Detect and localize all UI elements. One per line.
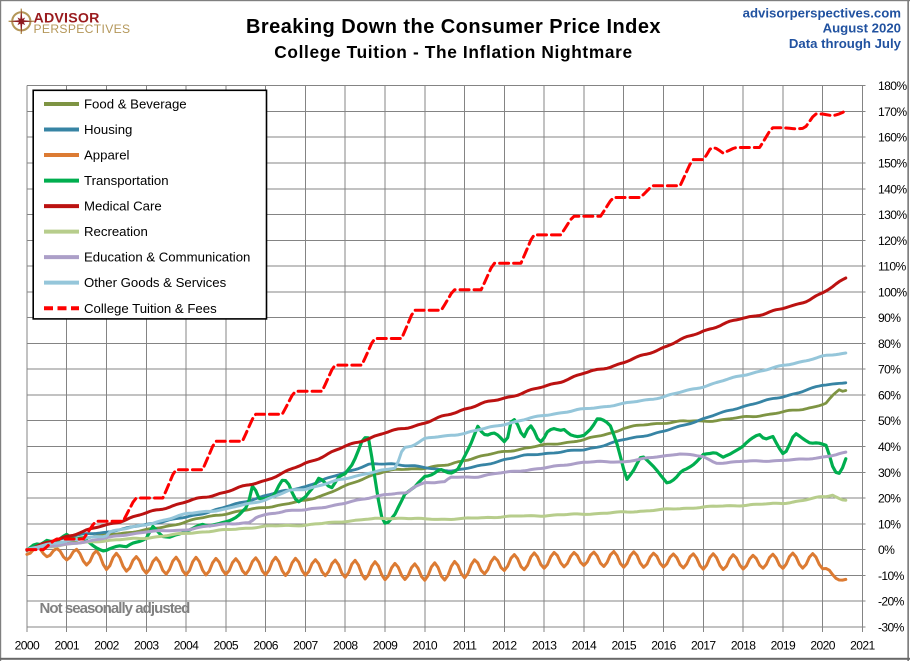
svg-text:2020: 2020	[810, 639, 835, 653]
svg-text:Other Goods & Services: Other Goods & Services	[84, 275, 227, 290]
svg-text:40%: 40%	[878, 440, 901, 454]
svg-text:2004: 2004	[174, 639, 199, 653]
svg-text:20%: 20%	[878, 492, 901, 506]
svg-text:Apparel: Apparel	[84, 148, 130, 163]
svg-text:2018: 2018	[731, 639, 756, 653]
svg-text:2019: 2019	[771, 639, 796, 653]
svg-text:advisorperspectives.com: advisorperspectives.com	[743, 6, 901, 21]
svg-text:110%: 110%	[878, 260, 906, 274]
svg-text:30%: 30%	[878, 466, 901, 480]
svg-text:2000: 2000	[15, 639, 40, 653]
svg-text:140%: 140%	[878, 182, 907, 196]
svg-text:ADVISOR: ADVISOR	[34, 10, 100, 26]
svg-text:2010: 2010	[413, 639, 438, 653]
svg-text:130%: 130%	[878, 208, 907, 222]
svg-text:-30%: -30%	[878, 620, 905, 634]
svg-text:Recreation: Recreation	[84, 224, 148, 239]
svg-text:2017: 2017	[691, 639, 716, 653]
svg-text:Breaking Down the Consumer Pri: Breaking Down the Consumer Price Index	[246, 16, 661, 38]
svg-text:2008: 2008	[333, 639, 358, 653]
svg-text:College Tuition & Fees: College Tuition & Fees	[84, 301, 217, 316]
svg-text:Transportation: Transportation	[84, 173, 169, 188]
svg-text:2002: 2002	[94, 639, 119, 653]
svg-text:120%: 120%	[878, 234, 907, 248]
svg-text:2009: 2009	[373, 639, 398, 653]
svg-text:180%: 180%	[878, 79, 907, 93]
svg-text:150%: 150%	[878, 157, 907, 171]
svg-text:-10%: -10%	[878, 569, 905, 583]
svg-text:Food & Beverage: Food & Beverage	[84, 97, 187, 112]
svg-text:160%: 160%	[878, 131, 907, 145]
svg-text:70%: 70%	[878, 363, 901, 377]
svg-text:2011: 2011	[453, 639, 477, 653]
svg-text:2001: 2001	[54, 639, 79, 653]
svg-text:90%: 90%	[878, 311, 901, 325]
svg-text:80%: 80%	[878, 337, 901, 351]
svg-text:College Tuition - The Inflatio: College Tuition - The Inflation Nightmar…	[274, 42, 633, 62]
svg-text:2015: 2015	[611, 639, 636, 653]
svg-text:2005: 2005	[214, 639, 239, 653]
svg-text:100%: 100%	[878, 285, 907, 299]
svg-text:Data through July: Data through July	[789, 36, 902, 51]
svg-text:August 2020: August 2020	[823, 21, 901, 36]
svg-text:60%: 60%	[878, 388, 901, 402]
svg-text:2016: 2016	[651, 639, 676, 653]
svg-text:2021: 2021	[850, 639, 875, 653]
svg-text:Medical Care: Medical Care	[84, 199, 162, 214]
svg-text:2007: 2007	[293, 639, 318, 653]
svg-text:0%: 0%	[878, 543, 895, 557]
svg-text:50%: 50%	[878, 414, 901, 428]
svg-text:Education & Communication: Education & Communication	[84, 250, 250, 265]
svg-text:2013: 2013	[532, 639, 557, 653]
svg-text:-20%: -20%	[878, 595, 905, 609]
svg-text:Not seasonally adjusted: Not seasonally adjusted	[40, 600, 191, 617]
svg-text:2003: 2003	[134, 639, 159, 653]
svg-text:2006: 2006	[253, 639, 278, 653]
svg-text:Housing: Housing	[84, 122, 132, 137]
svg-text:170%: 170%	[878, 105, 907, 119]
svg-text:2012: 2012	[492, 639, 517, 653]
svg-text:PERSPECTIVES: PERSPECTIVES	[34, 22, 131, 36]
svg-text:2014: 2014	[572, 639, 597, 653]
svg-text:10%: 10%	[878, 517, 901, 531]
